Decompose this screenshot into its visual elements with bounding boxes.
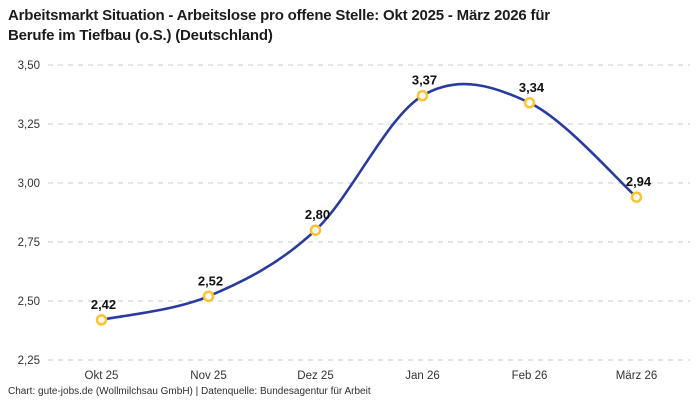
y-axis-tick-label: 3,25 — [18, 119, 40, 131]
chart-title-line2: Berufe im Tiefbau (o.S.) (Deutschland) — [8, 27, 273, 44]
data-point-marker — [309, 224, 322, 236]
data-point-marker — [202, 290, 215, 303]
chart-attribution: Chart: gute-jobs.de (Wollmilchsau GmbH) … — [8, 386, 371, 397]
data-point-label: 3,34 — [519, 80, 545, 95]
y-axis-tick-label: 2,25 — [18, 355, 40, 367]
data-point-label: 2,94 — [626, 174, 652, 189]
x-axis-tick-label: Dez 25 — [297, 370, 333, 382]
data-point-label: 2,42 — [91, 297, 116, 312]
y-axis-tick-label: 2,75 — [18, 237, 40, 249]
y-axis-tick-label: 3,00 — [18, 178, 40, 190]
y-axis-tick-label: 2,50 — [18, 296, 40, 308]
y-axis-tick-label: 3,50 — [18, 60, 40, 72]
data-point-label: 3,37 — [412, 73, 437, 88]
data-point-marker — [630, 191, 643, 203]
data-point-marker — [523, 97, 536, 109]
data-point-label: 2,80 — [305, 207, 330, 222]
trend-line — [100, 82, 638, 322]
data-point-marker — [416, 89, 429, 102]
x-axis-tick-label: Jan 26 — [405, 370, 440, 382]
x-axis-tick-label: März 26 — [616, 370, 658, 382]
data-point-label: 2,52 — [198, 273, 223, 288]
chart-title-line1: Arbeitsmarkt Situation - Arbeitslose pro… — [8, 7, 550, 24]
data-point-marker — [95, 314, 108, 326]
x-axis-tick-label: Okt 25 — [85, 370, 119, 382]
x-axis-tick-label: Feb 26 — [512, 370, 548, 382]
x-axis-tick-label: Nov 25 — [190, 370, 226, 382]
chart-title: Arbeitsmarkt Situation - Arbeitslose pro… — [8, 6, 668, 46]
